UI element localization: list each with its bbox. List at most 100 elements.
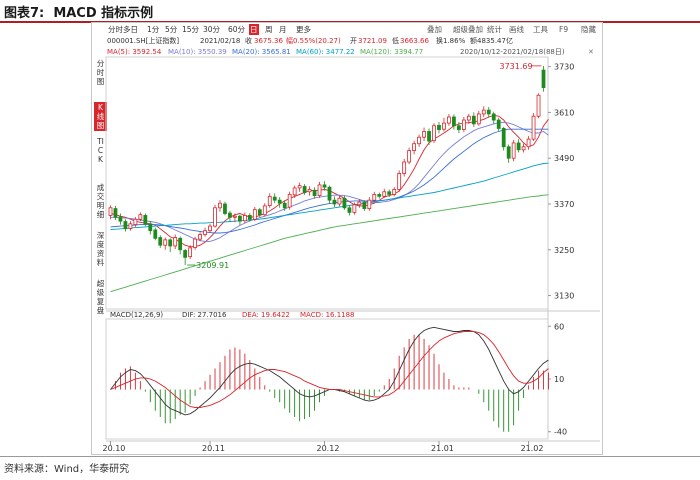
- candle-52: [367, 197, 372, 211]
- candle-body-39: [302, 186, 307, 193]
- candle-body-64: [427, 131, 431, 142]
- ma-line-4: [110, 194, 549, 293]
- toolbar-right-item-1[interactable]: 超级叠加: [453, 25, 483, 34]
- candle-61: [412, 140, 416, 155]
- candle-body-79: [501, 128, 506, 148]
- security-code: 000001.SH[上证指数]: [107, 37, 180, 45]
- ma-line-1: [110, 121, 549, 242]
- toolbar-item-1[interactable]: 多日: [123, 25, 138, 34]
- ma60-value: MA(60): 3477.22: [296, 48, 355, 56]
- candle-body-85: [531, 115, 536, 140]
- ma120-value: MA(120): 3394.77: [360, 48, 424, 56]
- candle-body-23: [223, 203, 227, 214]
- toolbar-item-2[interactable]: 1分: [147, 25, 160, 34]
- candle-body-52: [367, 199, 372, 209]
- toolbar-right-item-3[interactable]: 画线: [509, 25, 524, 34]
- candle-1: [113, 205, 118, 221]
- candle-38: [297, 182, 302, 192]
- toolbar-right-item-0[interactable]: 叠加: [427, 25, 442, 34]
- side-tab-3[interactable]: 成交明细: [96, 183, 105, 219]
- side-tab-2[interactable]: TICK: [97, 137, 104, 164]
- candle-16: [188, 245, 193, 259]
- toolbar-item-10[interactable]: 更多: [296, 25, 311, 34]
- macd-dea: DEA: 19.6422: [242, 311, 290, 319]
- candle-20: [208, 223, 212, 233]
- candle-body-36: [287, 194, 292, 208]
- side-tab-0[interactable]: 分时图: [96, 59, 105, 86]
- side-tab-4[interactable]: 深度资料: [96, 231, 105, 267]
- toolbar-item-9[interactable]: 月: [279, 25, 287, 34]
- candle-70: [457, 121, 461, 134]
- candle-53: [372, 191, 377, 202]
- candle-body-32: [267, 195, 272, 206]
- candle-86: [536, 93, 541, 119]
- candle-73: [471, 112, 476, 127]
- candle-body-16: [188, 247, 193, 258]
- candle-3: [123, 219, 128, 232]
- candle-body-54: [377, 194, 382, 197]
- candle-body-19: [203, 230, 207, 235]
- candle-body-13: [173, 237, 178, 247]
- candle-82: [516, 139, 521, 153]
- toolbar-item-7[interactable]: 日: [249, 24, 259, 35]
- toolbar-item-0[interactable]: 分时: [108, 25, 123, 34]
- candle-27: [242, 212, 247, 224]
- candle-body-9: [153, 229, 158, 239]
- candle-48: [347, 205, 352, 216]
- candle-body-75: [481, 109, 486, 115]
- candle-body-48: [347, 207, 352, 213]
- candle-body-86: [536, 94, 541, 117]
- toolbar-item-5[interactable]: 30分: [203, 25, 221, 34]
- change-value: 幅0.55%(20.27): [286, 37, 341, 45]
- candle-body-78: [496, 119, 501, 129]
- candle-2: [118, 213, 123, 225]
- candle-37: [292, 185, 297, 198]
- candle-body-37: [292, 187, 297, 196]
- candle-body-63: [422, 131, 426, 138]
- candle-13: [173, 234, 178, 250]
- toolbar-item-3[interactable]: 5分: [165, 25, 178, 34]
- close-label: 收: [245, 37, 252, 45]
- candle-65: [432, 123, 436, 143]
- toolbar-item-6[interactable]: 60分: [228, 25, 246, 34]
- candle-body-62: [417, 136, 421, 145]
- toolbar-item-4[interactable]: 15分: [182, 25, 200, 34]
- candle-body-53: [372, 194, 377, 201]
- candle-body-76: [486, 109, 491, 115]
- candle-body-8: [148, 223, 153, 232]
- price-y-tick-label-2: 3370: [554, 200, 574, 209]
- candle-30: [257, 207, 262, 218]
- candle-36: [287, 191, 292, 210]
- toolbar-item-8[interactable]: 周: [265, 25, 273, 34]
- candle-45: [332, 196, 337, 208]
- candle-33: [272, 193, 277, 204]
- candle-body-61: [412, 143, 416, 151]
- figure-heading: MACD 指标示例: [53, 6, 154, 21]
- candle-body-33: [272, 196, 277, 201]
- candle-84: [526, 136, 531, 150]
- candle-23: [223, 201, 227, 216]
- candle-75: [481, 106, 486, 117]
- candle-74: [476, 110, 481, 126]
- toolbar-right-item-6[interactable]: 隐藏: [581, 25, 596, 34]
- side-tab-1[interactable]: K线图: [94, 102, 107, 131]
- toolbar-right-item-2[interactable]: 统计: [487, 25, 502, 34]
- chart-window: 分时 多日 1分 5分 15分 30分 60分日周月更多 叠加 超级叠加 统计 画线 工具 F9 隐藏 0…: [91, 22, 603, 455]
- candle-body-30: [257, 209, 262, 216]
- candle-body-70: [457, 125, 461, 130]
- date-range: 2020/10/12-2021/02/18(88日): [460, 48, 565, 56]
- candle-10: [158, 235, 163, 248]
- candle-11: [163, 237, 168, 250]
- side-tab-5[interactable]: 超级复盘: [96, 279, 105, 315]
- close-panel-icon[interactable]: ✕: [588, 48, 594, 56]
- candle-body-31: [262, 205, 267, 216]
- candle-26: [238, 214, 242, 225]
- candle-body-45: [332, 199, 337, 205]
- period-toolbar: 分时 多日 1分 5分 15分 30分 60分日周月更多 叠加 超级叠加 统计 画线 工具 F9 隐藏: [92, 23, 602, 36]
- candle-34: [277, 197, 282, 208]
- candle-body-67: [442, 122, 446, 130]
- toolbar-right-item-4[interactable]: 工具: [533, 25, 548, 34]
- candle-body-66: [437, 124, 441, 130]
- candle-58: [397, 170, 402, 192]
- toolbar-right-item-5[interactable]: F9: [559, 25, 569, 34]
